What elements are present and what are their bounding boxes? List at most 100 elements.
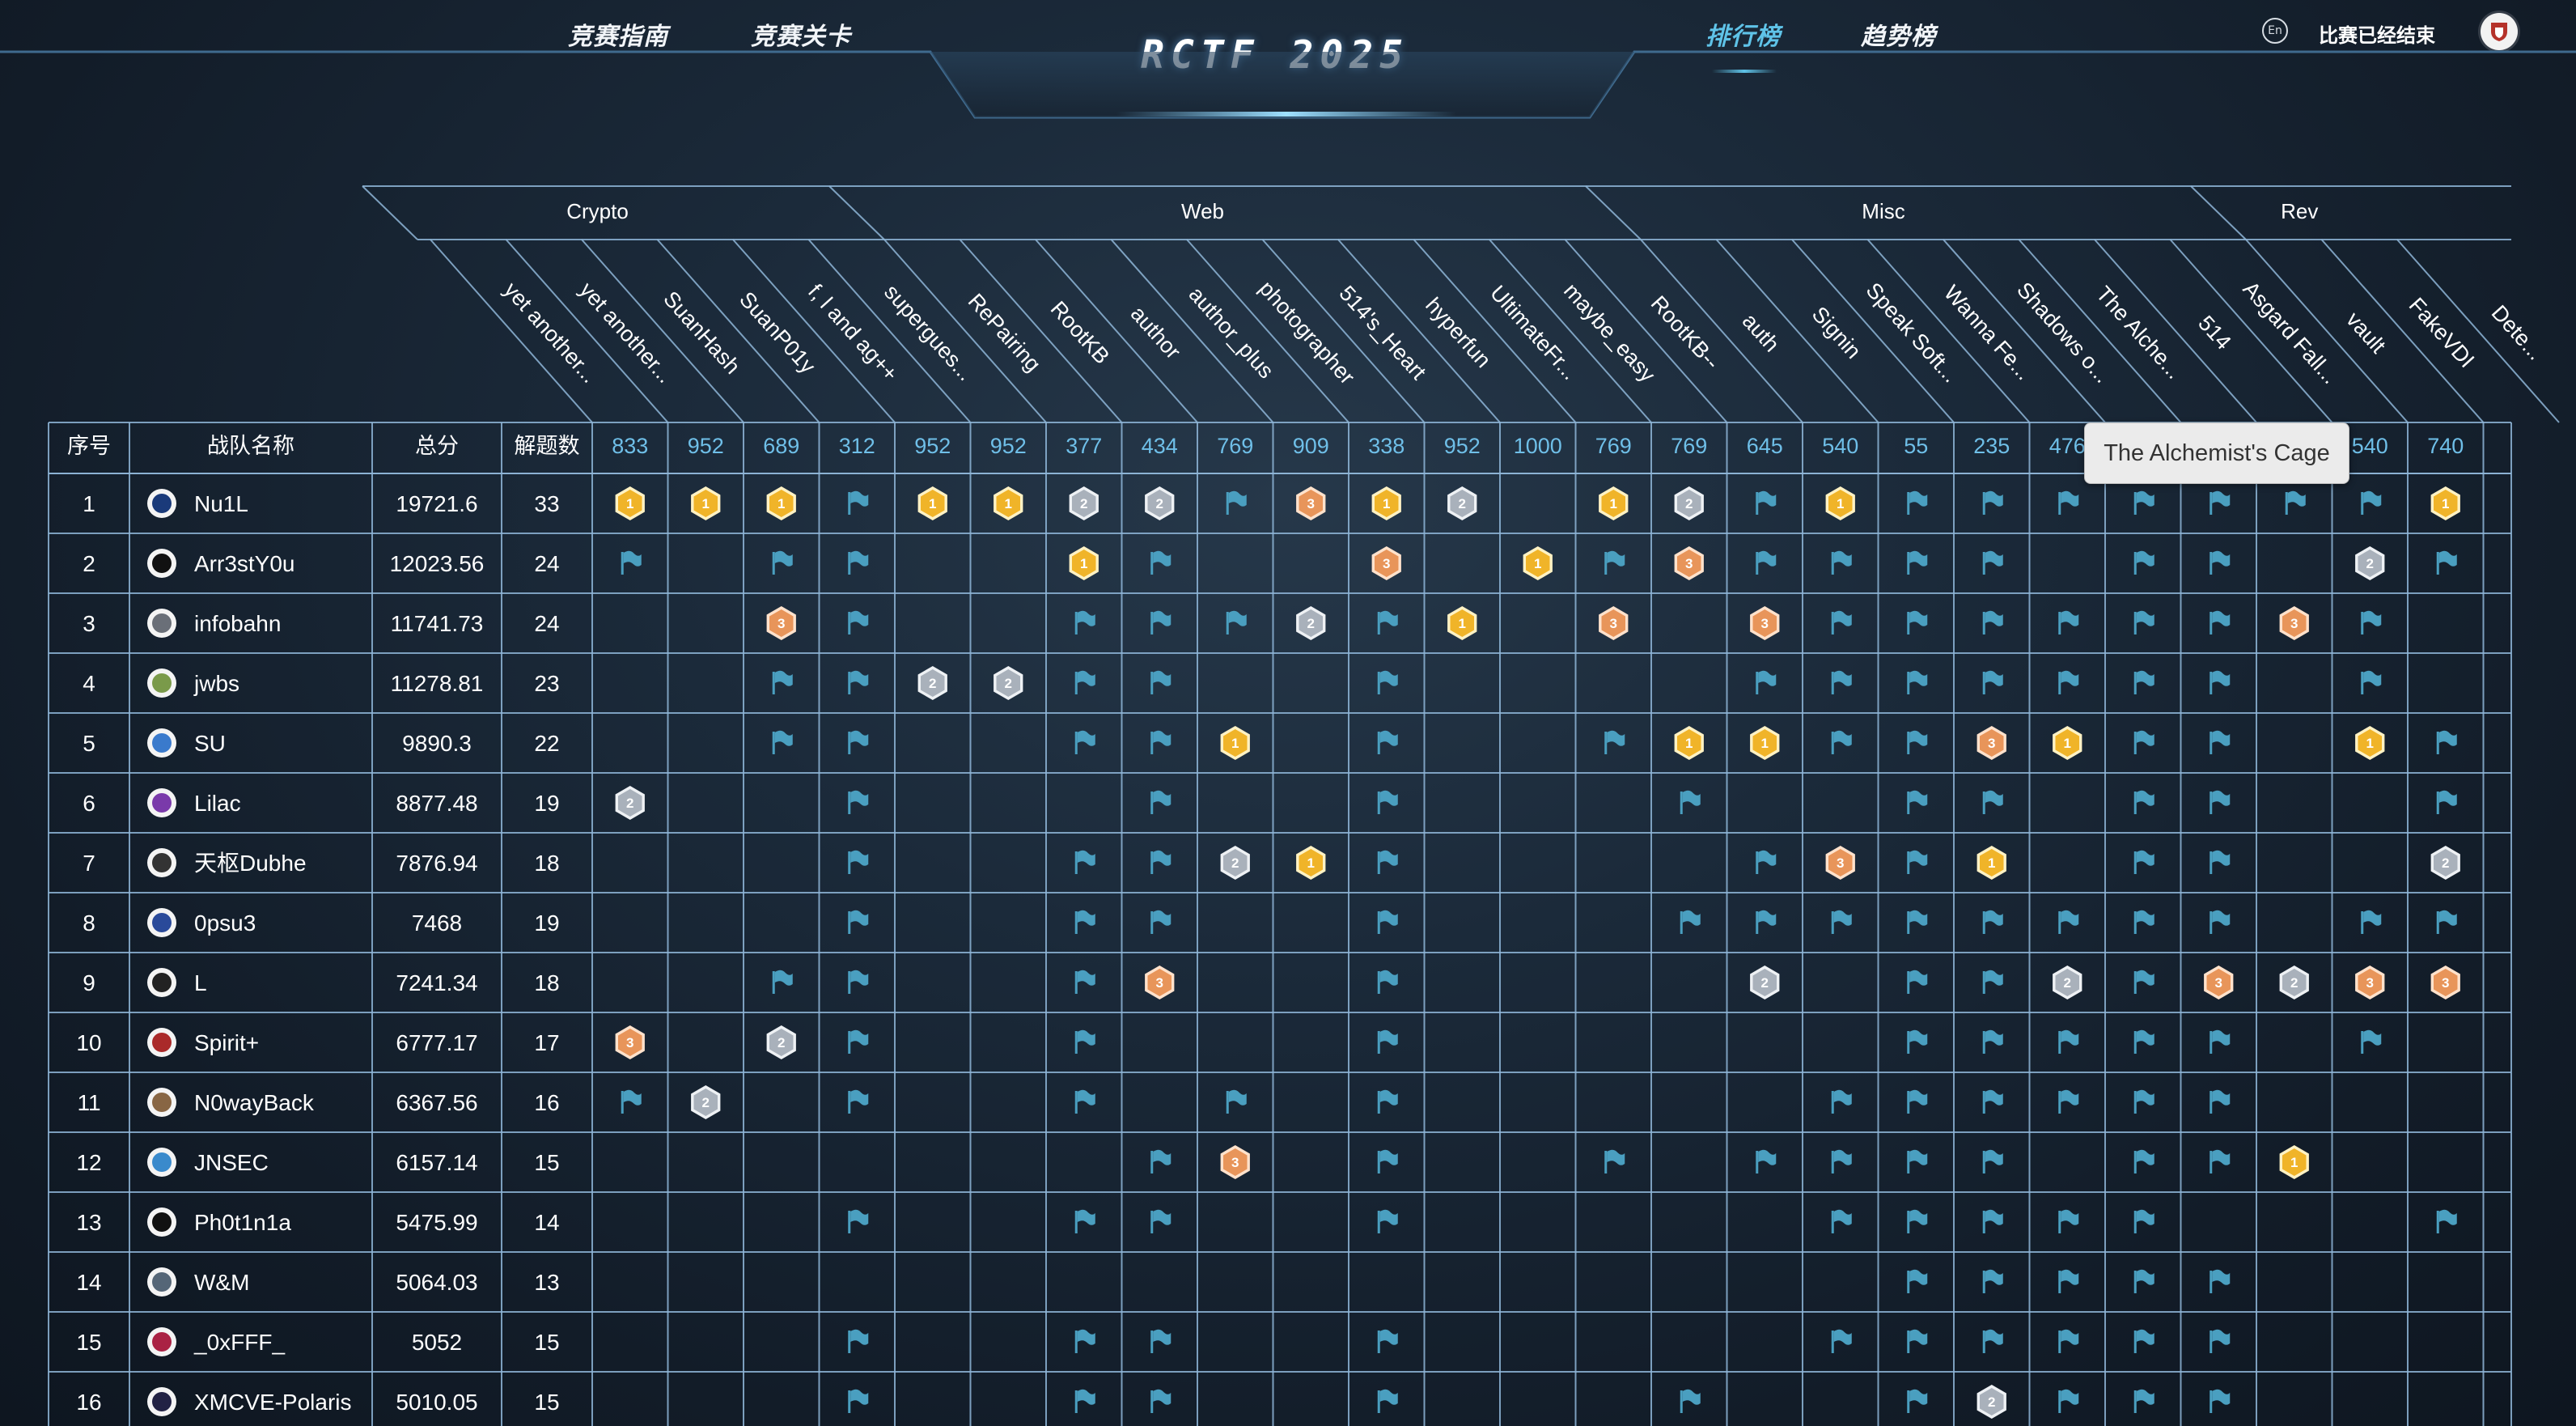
- team-name[interactable]: Lilac: [194, 791, 241, 816]
- solved-flag-icon: [1074, 1089, 1095, 1114]
- solved-flag-icon: [2436, 1209, 2457, 1233]
- solved-flag-icon: [2210, 910, 2231, 934]
- challenge-name[interactable]: Signin: [1807, 302, 1866, 363]
- team-row[interactable]: 9 L 7241.34 18 3 2 2 3 2 3 3: [83, 966, 2460, 999]
- team-solved-count: 22: [534, 731, 559, 756]
- nav-competition-challenges[interactable]: 竞赛关卡: [751, 23, 851, 51]
- team-rank: 10: [76, 1030, 101, 1055]
- team-name[interactable]: N0wayBack: [194, 1090, 315, 1115]
- solved-flag-icon: [1604, 730, 1625, 754]
- svg-text:1: 1: [2366, 736, 2374, 751]
- team-row[interactable]: 1 Nu1L 19721.6 33 1 1 1 1 1 2 2 3 1 2 1 2 1 1: [83, 486, 2460, 520]
- team-row[interactable]: 7 天枢Dubhe 7876.94 18 2 1 3 1 2: [83, 846, 2460, 880]
- team-row[interactable]: 12 JNSEC 6157.14 15 3 1: [76, 1145, 2309, 1179]
- silver-medal-icon: 2: [1674, 486, 1704, 520]
- team-name[interactable]: 0psu3: [194, 910, 256, 936]
- bronze-medal-icon: 3: [2204, 966, 2234, 999]
- solved-flag-icon: [1074, 1389, 1095, 1413]
- challenge-name[interactable]: SuanP01y: [735, 287, 820, 379]
- team-avatar: [147, 848, 176, 877]
- team-name[interactable]: Ph0t1n1a: [194, 1210, 291, 1235]
- challenge-name[interactable]: vault: [2341, 308, 2391, 359]
- solved-flag-icon: [1377, 970, 1398, 994]
- solved-flag-icon: [2133, 970, 2154, 994]
- bronze-medal-icon: 3: [1599, 606, 1629, 640]
- solved-flag-icon: [848, 610, 869, 634]
- team-row[interactable]: 8 0psu3 7468 19: [83, 908, 2457, 937]
- nav-competition-guide[interactable]: 竞赛指南: [568, 23, 668, 51]
- solved-flag-icon: [1831, 610, 1852, 634]
- language-toggle-icon[interactable]: En: [2262, 18, 2288, 44]
- solved-flag-icon: [1907, 1029, 1928, 1054]
- team-name[interactable]: infobahn: [194, 611, 281, 636]
- team-name[interactable]: _0xFFF_: [193, 1330, 285, 1355]
- solved-flag-icon: [2133, 730, 2154, 754]
- challenge-name[interactable]: RootKB: [1046, 296, 1115, 368]
- competition-status: 比赛已经结束: [2319, 24, 2435, 47]
- solved-flag-icon: [2133, 1029, 2154, 1054]
- team-row[interactable]: 11 N0wayBack 6367.56 16 2: [77, 1085, 2231, 1119]
- team-row[interactable]: 10 Spirit+ 6777.17 17 3 2: [76, 1025, 2382, 1059]
- challenge-name[interactable]: hyperfun: [1421, 293, 1496, 372]
- team-name[interactable]: L: [194, 970, 207, 995]
- user-avatar-button[interactable]: [2481, 13, 2518, 50]
- challenge-name[interactable]: 514: [2193, 311, 2235, 354]
- svg-text:2: 2: [1307, 616, 1315, 631]
- team-name[interactable]: W&M: [194, 1270, 249, 1295]
- team-row[interactable]: 14 W&M 5064.03 13: [76, 1267, 2231, 1297]
- team-name[interactable]: SU: [194, 731, 226, 756]
- team-rank: 9: [83, 970, 95, 995]
- team-row[interactable]: 2 Arr3stY0u 12023.56 24 1 3 1 3 2: [83, 546, 2457, 580]
- svg-text:1: 1: [1761, 736, 1769, 751]
- total-score-column-header[interactable]: 总分: [415, 434, 459, 458]
- team-name[interactable]: XMCVE-Polaris: [194, 1390, 351, 1415]
- team-name[interactable]: Spirit+: [194, 1030, 259, 1055]
- solved-flag-icon: [1377, 610, 1398, 634]
- team-name[interactable]: jwbs: [193, 671, 239, 696]
- team-rank: 3: [83, 611, 95, 636]
- team-avatar: [147, 1148, 176, 1177]
- gold-medal-icon: 1: [1976, 846, 2006, 880]
- team-row[interactable]: 4 jwbs 11278.81 23 2 2: [83, 666, 2382, 700]
- solved-flag-icon: [2210, 670, 2231, 694]
- challenge-name[interactable]: RootKB--: [1646, 291, 1725, 375]
- team-name[interactable]: Arr3stY0u: [194, 551, 295, 576]
- solved-flag-icon: [1982, 490, 2003, 515]
- gold-medal-icon: 1: [2053, 726, 2082, 760]
- challenge-name[interactable]: RePairing: [964, 289, 1046, 376]
- team-row[interactable]: 16 XMCVE-Polaris 5010.05 15 2: [76, 1385, 2231, 1419]
- solved-flag-icon: [621, 1089, 642, 1114]
- team-total-score: 11741.73: [391, 611, 484, 636]
- team-name[interactable]: JNSEC: [194, 1150, 269, 1175]
- solved-flag-icon: [1831, 1089, 1852, 1114]
- team-name[interactable]: Nu1L: [194, 491, 248, 516]
- team-row[interactable]: 13 Ph0t1n1a 5475.99 14: [76, 1207, 2457, 1237]
- solved-count-column-header[interactable]: 解题数: [515, 434, 580, 458]
- solved-flag-icon: [1907, 970, 1928, 994]
- team-solved-count: 16: [534, 1090, 559, 1115]
- team-row[interactable]: 5 SU 9890.3 22 1 1 1 3 1 1: [83, 726, 2457, 760]
- solved-flag-icon: [1377, 1389, 1398, 1413]
- svg-text:1: 1: [2442, 496, 2449, 511]
- solved-flag-icon: [848, 550, 869, 575]
- nav-trend-board[interactable]: 趋势榜: [1861, 23, 1936, 51]
- challenge-name[interactable]: Asgard Fall...: [2239, 277, 2343, 388]
- team-row[interactable]: 15 _0xFFF_ 5052 15: [76, 1327, 2231, 1356]
- challenge-name[interactable]: auth: [1738, 308, 1784, 356]
- solved-flag-icon: [1982, 970, 2003, 994]
- solved-flag-icon: [2133, 1389, 2154, 1413]
- nav-leaderboard[interactable]: 排行榜: [1705, 23, 1781, 51]
- challenge-tooltip: The Alchemist's Cage: [2084, 422, 2349, 484]
- rank-column-header[interactable]: 序号: [67, 434, 111, 458]
- svg-text:3: 3: [1231, 1155, 1239, 1170]
- challenge-name[interactable]: author: [1126, 301, 1186, 363]
- solved-flag-icon: [1150, 910, 1171, 934]
- team-column-header[interactable]: 战队名称: [207, 434, 294, 458]
- team-name[interactable]: 天枢Dubhe: [194, 851, 307, 876]
- team-row[interactable]: 6 Lilac 8877.48 19 2: [83, 786, 2457, 820]
- challenge-name[interactable]: Dete...: [2487, 300, 2548, 364]
- svg-text:3: 3: [1307, 496, 1315, 511]
- bronze-medal-icon: 3: [1750, 606, 1780, 640]
- challenge-name[interactable]: FakeVDI: [2404, 293, 2480, 372]
- team-row[interactable]: 3 infobahn 11741.73 24 3 2 1 3 3 3: [83, 606, 2382, 640]
